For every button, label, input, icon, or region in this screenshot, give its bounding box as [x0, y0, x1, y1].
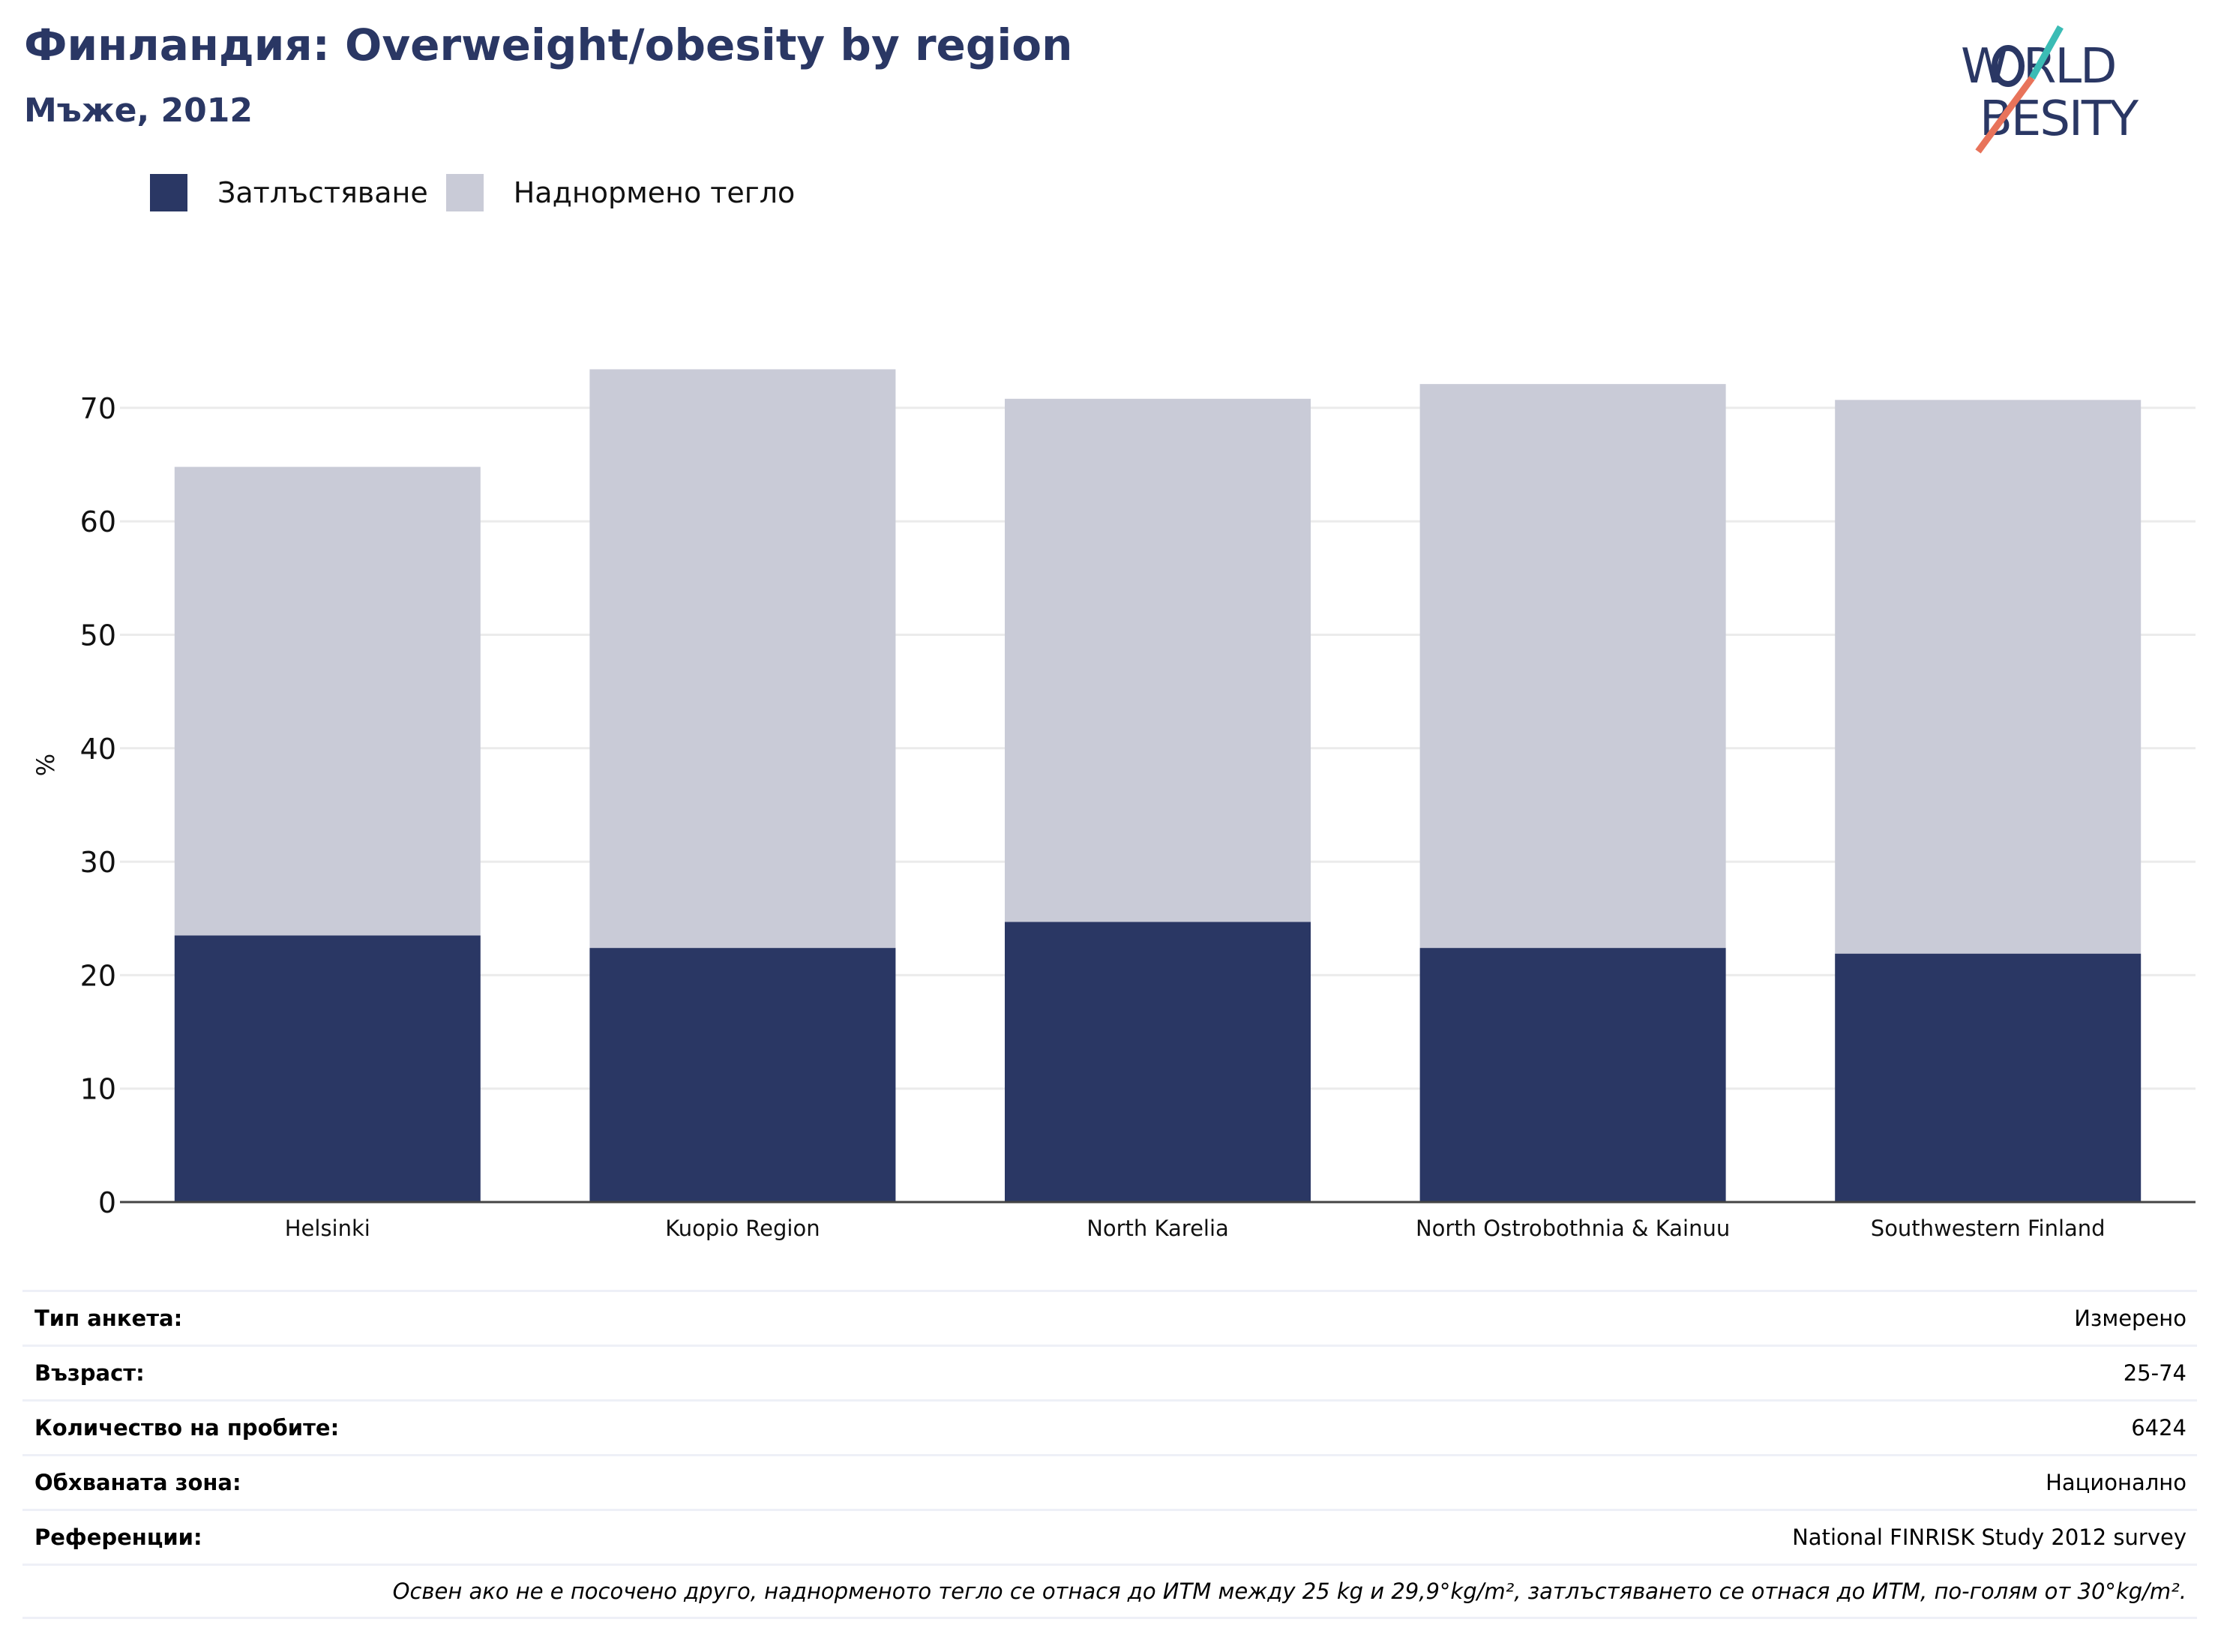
chart-title: Финландия: Overweight/obesity by region	[24, 19, 1073, 70]
y-tick-label: 20	[80, 959, 116, 992]
x-tick-label: Helsinki	[285, 1216, 370, 1241]
bar-obesity	[589, 948, 896, 1202]
info-value: 6424	[2131, 1415, 2187, 1441]
info-row-sample-size: Количество на пробите: 6424	[22, 1399, 2197, 1454]
chart-legend: Затлъстяване Наднормено тегло	[150, 172, 813, 213]
info-row-survey-type: Тип анкета: Измерено	[22, 1290, 2197, 1345]
y-tick-label: 0	[98, 1186, 116, 1219]
y-tick-label: 50	[80, 619, 116, 652]
x-tick-label: Kuopio Region	[665, 1216, 820, 1241]
bar-obesity	[1005, 922, 1311, 1202]
x-tick-label: Southwestern Finland	[1871, 1216, 2106, 1241]
bar-obesity	[174, 935, 481, 1202]
info-value: National FINRISK Study 2012 survey	[1792, 1525, 2187, 1550]
bar-overweight	[1835, 400, 2142, 954]
x-tick-label: North Ostrobothnia & Kainuu	[1416, 1216, 1730, 1241]
legend-label-obesity: Затлъстяване	[217, 176, 428, 209]
info-key: Тип анкета:	[34, 1306, 183, 1331]
info-key: Обхваната зона:	[34, 1470, 241, 1495]
bar-overweight	[589, 369, 896, 949]
legend-swatch-obesity	[150, 174, 187, 211]
y-tick-label: 10	[80, 1073, 116, 1106]
bar-overweight	[1005, 398, 1311, 922]
info-row-age: Възраст: 25-74	[22, 1345, 2197, 1399]
legend-label-overweight: Наднормено тегло	[513, 176, 796, 209]
info-value: 25-74	[2123, 1360, 2187, 1386]
y-axis-label: %	[31, 754, 60, 776]
info-row-area-covered: Обхваната зона: Национално	[22, 1454, 2197, 1509]
info-key: Количество на пробите:	[34, 1415, 340, 1441]
y-tick-label: 30	[80, 846, 116, 879]
y-tick-label: 70	[80, 392, 116, 425]
chart-subtitle: Мъже, 2012	[24, 91, 253, 130]
legend-swatch-overweight	[445, 174, 484, 211]
definition-note: Освен ако не е посочено друго, наднормен…	[22, 1564, 2197, 1619]
bar-overweight	[174, 466, 481, 936]
info-key: Референции:	[34, 1525, 202, 1550]
info-row-references: Референции: National FINRISK Study 2012 …	[22, 1509, 2197, 1564]
svg-text:BESITY: BESITY	[1980, 91, 2139, 147]
info-value: Измерено	[2074, 1306, 2187, 1331]
bar-chart: 0 10 20 30 40 50 60 70% Helsinki Kuopio Region Nor…	[31, 369, 2196, 1241]
y-tick-label: 40	[80, 733, 116, 766]
survey-info-table: Тип анкета: Измерено Възраст: 25-74 Коли…	[22, 1290, 2197, 1619]
bar-overweight	[1419, 384, 1726, 949]
bar-obesity	[1419, 948, 1726, 1202]
world-obesity-logo: W RLD BESITY	[1961, 25, 2141, 154]
info-key: Възраст:	[34, 1360, 145, 1386]
y-tick-label: 60	[80, 505, 116, 538]
bar-obesity	[1835, 953, 2142, 1202]
info-value: Национално	[2046, 1470, 2187, 1495]
x-tick-label: North Karelia	[1087, 1216, 1229, 1241]
